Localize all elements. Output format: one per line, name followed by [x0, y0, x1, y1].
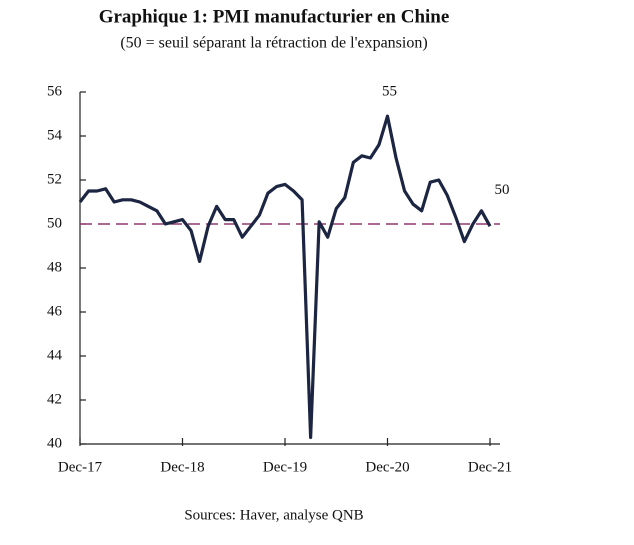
x-tick-label: Dec-21 — [468, 459, 512, 475]
annotation: 50 — [495, 182, 510, 198]
y-tick-label: 56 — [47, 83, 63, 99]
chart-subtitle: (50 = seuil séparant la rétraction de l'… — [120, 35, 427, 52]
y-tick-label: 54 — [47, 127, 63, 143]
annotation: 55 — [382, 83, 397, 99]
chart-title: Graphique 1: PMI manufacturier en Chine — [99, 6, 450, 27]
x-tick-label: Dec-17 — [58, 459, 103, 475]
y-tick-label: 42 — [47, 391, 62, 407]
source-note: Sources: Haver, analyse QNB — [184, 507, 363, 523]
x-tick-label: Dec-19 — [263, 459, 307, 475]
y-tick-label: 48 — [47, 259, 62, 275]
y-tick-label: 50 — [47, 215, 62, 231]
data-line — [78, 114, 492, 439]
x-tick-label: Dec-20 — [365, 459, 409, 475]
y-tick-label: 44 — [47, 347, 63, 363]
y-tick-label: 46 — [47, 303, 63, 319]
y-tick-label: 40 — [47, 435, 62, 451]
y-tick-label: 52 — [47, 171, 62, 187]
x-tick-label: Dec-18 — [160, 459, 204, 475]
